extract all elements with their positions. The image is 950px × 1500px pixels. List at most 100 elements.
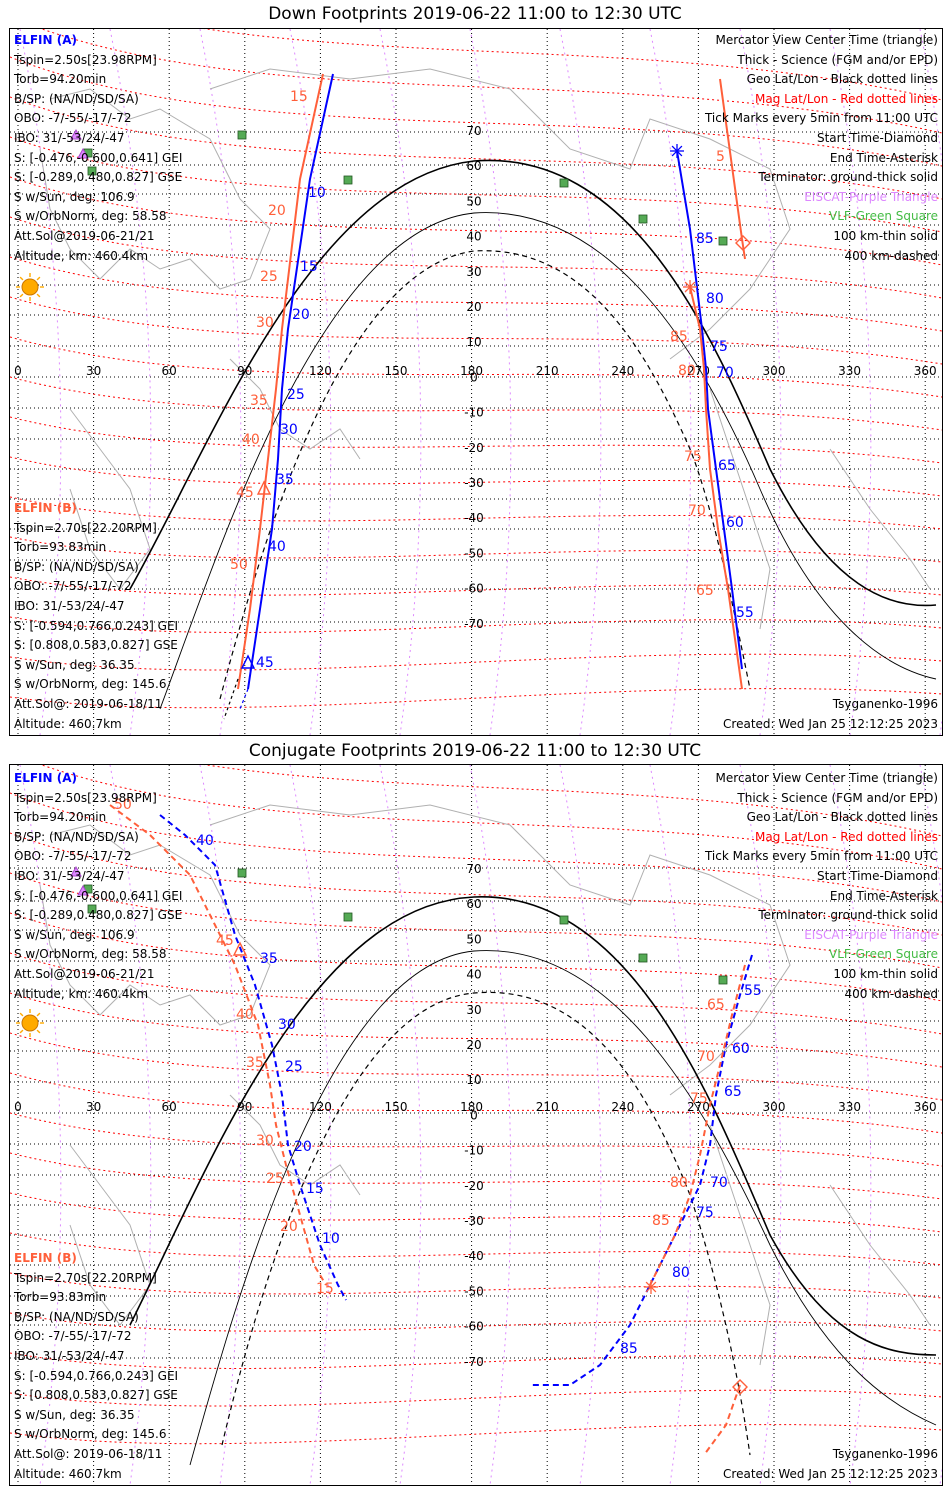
elfin-b-line: S: [0.808,0.583,0.827] GSE bbox=[14, 638, 178, 653]
vlf-square-icon bbox=[343, 912, 353, 922]
legend-item: End Time-Asterisk bbox=[829, 888, 938, 903]
elfin-b-line: Altitude: 460.7km bbox=[14, 1466, 122, 1481]
elfin-a-line: S: [-0.476,-0.600,0.641] GEI bbox=[14, 150, 183, 165]
legend-item: 400 km-dashed bbox=[844, 986, 938, 1001]
track-time-label: 85 bbox=[696, 231, 714, 247]
track-time-label: 75 bbox=[684, 449, 702, 465]
panel-1-title: Down Footprints 2019-06-22 11:00 to 12:3… bbox=[268, 4, 682, 24]
elfin-a-down-track bbox=[676, 150, 743, 670]
lon-tick-label: 210 bbox=[536, 1100, 559, 1114]
track-time-label: 50 bbox=[230, 557, 248, 573]
track-time-label: 70 bbox=[688, 503, 706, 519]
elfin-b-line: B/SP: (NA/ND/SD/SA) bbox=[14, 559, 139, 574]
track-time-label: 15 bbox=[300, 259, 318, 275]
legend-item: Mag Lat/Lon - Red dotted lines bbox=[754, 829, 938, 844]
elfin-b-line: Att.Sol@: 2019-06-18/11 bbox=[14, 1446, 163, 1461]
sun-ray bbox=[36, 293, 41, 298]
lon-tick-label: 240 bbox=[611, 364, 634, 378]
mag-parallel bbox=[10, 1032, 942, 1101]
elfin-a-line: IBO: 31/-53/24/-47 bbox=[14, 868, 125, 883]
elfin-b-line: S: [-0.594,0.766,0.243] GEI bbox=[14, 1368, 179, 1383]
elfin-b-line: Torb=93.83min bbox=[14, 540, 107, 555]
mag-parallel bbox=[10, 216, 942, 299]
track-time-label: 80 bbox=[706, 291, 724, 307]
lat-tick-label: -60 bbox=[464, 582, 484, 596]
lat-tick-label: -30 bbox=[464, 1214, 484, 1228]
lat-tick-label: 0 bbox=[470, 370, 478, 384]
elfin-b-info: ELFIN (B) Tspin=2.70s[22.20RPM] Torb=93.… bbox=[14, 1249, 178, 1484]
coastline bbox=[829, 1184, 931, 1326]
created-label: Created: Wed Jan 25 12:12:25 2023 bbox=[723, 717, 938, 731]
elfin-b-conjugate-track bbox=[109, 804, 327, 1286]
elfin-b-line: OBO: -7/-55/-17/-72 bbox=[14, 1329, 132, 1344]
track-time-label: 35 bbox=[250, 393, 268, 409]
lon-tick-label: 150 bbox=[385, 364, 408, 378]
terminator-100km bbox=[159, 212, 937, 710]
lon-tick-label: 180 bbox=[460, 1100, 483, 1114]
mag-meridian bbox=[649, 29, 692, 735]
elfin-b-name: ELFIN (B) bbox=[14, 501, 77, 515]
track-time-label: 25 bbox=[266, 1171, 284, 1187]
track-time-label: 65 bbox=[707, 997, 725, 1013]
track-time-label: 5 bbox=[716, 149, 725, 165]
track-time-label: 75 bbox=[696, 1205, 714, 1221]
mag-parallel bbox=[10, 952, 942, 1035]
elfin-b-line: S w/Sun, deg: 36.35 bbox=[14, 657, 135, 672]
track-time-label: 15 bbox=[316, 1281, 334, 1297]
elfin-b-line: Tspin=2.70s[22.20RPM] bbox=[14, 520, 157, 535]
mag-parallel bbox=[10, 296, 942, 365]
legend-item: Start Time-Diamond bbox=[816, 868, 938, 883]
elfin-a-down-track-ext bbox=[239, 688, 249, 710]
mag-parallel bbox=[10, 376, 942, 431]
coastline bbox=[829, 448, 931, 590]
elfin-a-line: Att.Sol@2019-06-21/21 bbox=[14, 966, 155, 981]
elfin-b-line: S w/OrbNorm, deg: 145.6 bbox=[14, 677, 167, 692]
lon-tick-label: 30 bbox=[86, 1100, 101, 1114]
track-time-label: 20 bbox=[292, 307, 310, 323]
mag-parallel bbox=[10, 1272, 942, 1299]
elfin-a-info: ELFIN (A) Tspin=2.50s[23.98RPM] Torb=94.… bbox=[14, 31, 182, 266]
lon-tick-label: 300 bbox=[763, 364, 786, 378]
sun-ray bbox=[36, 276, 41, 281]
track-time-label: 60 bbox=[726, 515, 744, 531]
elfin-a-line: S w/Sun, deg: 106.9 bbox=[14, 927, 135, 942]
elfin-b-info: ELFIN (B) Tspin=2.70s[22.20RPM] Torb=93.… bbox=[14, 499, 178, 734]
legend-item: VLF-Green Square bbox=[829, 947, 938, 962]
terminator-400km bbox=[221, 991, 751, 1456]
mag-meridian bbox=[289, 765, 332, 1485]
lat-tick-label: 30 bbox=[466, 265, 481, 279]
coastline bbox=[209, 804, 791, 1096]
elfin-b-line: S: [-0.594,0.766,0.243] GEI bbox=[14, 618, 179, 633]
sun-icon bbox=[21, 278, 39, 296]
sun-ray bbox=[36, 1012, 41, 1017]
legend-item: VLF-Green Square bbox=[829, 209, 938, 224]
end-time-asterisk-icon bbox=[645, 1281, 657, 1293]
mag-parallel bbox=[10, 136, 942, 233]
track-time-label: 30 bbox=[280, 422, 298, 438]
elfin-b-down-track-ext bbox=[223, 678, 239, 720]
center-time-triangle-icon bbox=[240, 654, 256, 669]
mag-parallel bbox=[10, 1152, 942, 1200]
lat-tick-label: 70 bbox=[466, 862, 481, 876]
end-time-asterisk-icon bbox=[671, 145, 683, 157]
lat-tick-label: 70 bbox=[466, 124, 481, 138]
track-time-label: 40 bbox=[268, 539, 286, 555]
vlf-square-icon bbox=[638, 214, 648, 224]
mag-meridian bbox=[199, 765, 242, 1485]
lon-tick-label: 120 bbox=[309, 1100, 332, 1114]
elfin-b-conjugate-track bbox=[703, 1384, 741, 1456]
track-time-label: 80 bbox=[678, 363, 696, 379]
lat-tick-label: 50 bbox=[466, 932, 481, 946]
elfin-b-down-track bbox=[689, 286, 743, 690]
down-footprints-panel: 0 30 60 90 120 150 180 210 240 270 300 330 360 70 60 50… bbox=[9, 28, 943, 736]
legend-item: 100 km-thin solid bbox=[833, 228, 938, 243]
mag-parallel bbox=[10, 176, 942, 266]
lon-tick-label: 270 bbox=[687, 1100, 710, 1114]
elfin-a-line: Tspin=2.50s[23.98RPM] bbox=[14, 52, 157, 67]
mag-parallel bbox=[10, 496, 942, 530]
mag-meridian bbox=[559, 765, 602, 1485]
track-time-label: 45 bbox=[236, 485, 254, 501]
track-time-label: 15 bbox=[290, 89, 308, 105]
terminator-100km bbox=[189, 950, 937, 1466]
coastline bbox=[39, 88, 271, 290]
